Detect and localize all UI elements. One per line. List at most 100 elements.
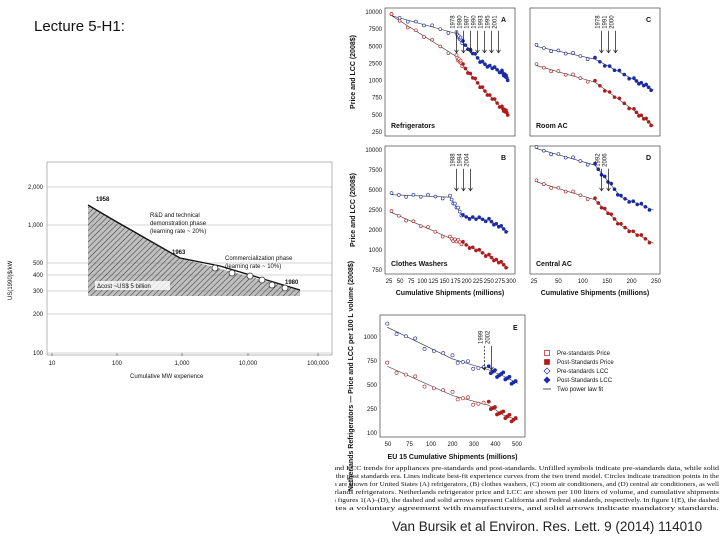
panel-arrowhead: [454, 187, 459, 192]
panel-data-point: [389, 209, 394, 213]
panel-A: A Refrigerators 10000 7500 5000 2500 1000 750 50…: [350, 7, 516, 137]
legend-entry: Pre-standards LCC: [557, 369, 609, 375]
panel-data-point: [644, 116, 648, 121]
panel-data-point: [431, 349, 436, 353]
lc-x-ticks: 10 100 1,000 10,000 100,000: [49, 361, 330, 367]
panel-data-point: [607, 64, 612, 68]
panel-data-point: [578, 159, 583, 163]
panel-data-point: [598, 83, 602, 88]
panel-data-point: [593, 196, 597, 200]
panel-data-point: [501, 262, 506, 267]
panel-data-point: [480, 217, 485, 222]
panel-data-point: [483, 89, 487, 93]
panel-arrowhead: [606, 49, 611, 54]
panel-data-point: [639, 233, 644, 237]
panel-x-tick: 50: [385, 442, 392, 448]
panel-data-point: [475, 56, 480, 60]
panel-C: C Room AC 1978 1991 2000: [529, 7, 661, 137]
panel-data-point: [578, 193, 583, 198]
panel-x-tick: 300: [506, 279, 517, 285]
panel-x-tick: 100: [417, 279, 428, 285]
panel-data-point: [609, 181, 614, 186]
panel-data-point: [413, 374, 418, 379]
panel-data-point: [480, 59, 485, 64]
panel-data-point: [488, 93, 492, 97]
panel-data-point: [418, 194, 423, 199]
panel-data-point: [639, 113, 644, 118]
panel-y-tick: 750: [372, 268, 383, 274]
panel-x-tick: 75: [408, 279, 415, 285]
panel-arrow-year: 1991: [603, 15, 609, 29]
panel-B: B Clothes Washers 10000 7500 5000 2500 2000 100…: [350, 145, 517, 297]
panel-data-point: [602, 206, 607, 211]
panel-data-point: [446, 31, 451, 35]
panel-data-point: [476, 366, 481, 370]
panel-frame: [529, 145, 661, 275]
panel-data-point: [389, 12, 394, 16]
panel-arrowhead: [489, 366, 494, 371]
caption-line: Figure 1. Price and LCC trends for appli…: [335, 465, 720, 472]
panel-data-point: [385, 321, 390, 326]
panel-arrowhead: [599, 187, 604, 192]
panel-data-point: [477, 247, 482, 252]
panel-data-point: [622, 101, 627, 106]
panel-data-point: [534, 145, 539, 149]
panel-y-tick: 5000: [369, 188, 383, 194]
panel-data-point: [563, 51, 568, 56]
panel-data-point: [413, 336, 418, 341]
panel-fit-line: [387, 365, 489, 406]
panel-x-tick: 200: [447, 442, 458, 448]
panel-data-point: [556, 185, 561, 190]
panel-data-point: [385, 360, 390, 365]
lc-curve-line: [87, 204, 301, 291]
panel-x-tick: 50: [555, 279, 562, 285]
panel-data-point: [414, 28, 418, 33]
panel-arrow-year: 1992: [596, 153, 602, 167]
panel-y-tick: 2500: [369, 61, 383, 67]
panel-x-tick: 250: [651, 279, 662, 285]
lc-open-circles: [211, 264, 289, 292]
panel-data-point: [617, 96, 622, 101]
panel-data-point: [513, 416, 518, 420]
panel-data-point: [593, 55, 597, 60]
panel-data-point: [405, 19, 410, 24]
panel-data-point: [615, 221, 620, 226]
panel-arrow-year: 1999: [478, 330, 484, 344]
panel-caption-label: Room AC: [536, 123, 568, 130]
panel-y-tick: 1000: [369, 248, 383, 254]
panel-arrowhead: [475, 49, 480, 54]
panel-data-point: [463, 66, 468, 71]
panel-data-point: [422, 384, 427, 389]
panel-data-point: [534, 178, 539, 183]
panel-data-point: [470, 215, 475, 219]
panel-data-point: [481, 400, 486, 405]
panel-data-point: [461, 213, 465, 217]
panel-data-point: [563, 189, 568, 194]
panel-data-point: [602, 89, 607, 93]
panel-data-point: [404, 218, 408, 223]
panel-data-point: [441, 388, 446, 393]
panel-data-point: [623, 225, 627, 230]
lc-y-ticks: 2,000 1,000 500 400 300 200 100: [28, 185, 44, 357]
panel-data-point: [647, 240, 652, 245]
lc-year-1958: 1958: [96, 197, 110, 203]
panel-data-point: [474, 248, 478, 253]
figure-caption: Figure 1. Price and LCC trends for appli…: [335, 465, 720, 512]
caption-line: symbols indicate the post standards era.…: [335, 473, 719, 480]
panel-y-tick: 1000: [369, 79, 383, 85]
panel-y-tick: 5000: [369, 44, 383, 50]
panel-data-point: [571, 189, 575, 194]
panel-data-point: [627, 106, 631, 111]
panel-letter: B: [501, 155, 506, 162]
panel-data-point: [486, 399, 491, 404]
panel-data-point: [475, 81, 480, 85]
panel-data-point: [556, 69, 561, 73]
panel-fit-line: [387, 326, 489, 371]
panel-data-point: [403, 334, 408, 339]
panel-y-tick: 7500: [369, 27, 383, 33]
panel-data-point: [493, 368, 497, 373]
panel-data-point: [634, 79, 639, 83]
lc-hatch-area: [88, 205, 300, 296]
panel-data-point: [571, 155, 575, 160]
